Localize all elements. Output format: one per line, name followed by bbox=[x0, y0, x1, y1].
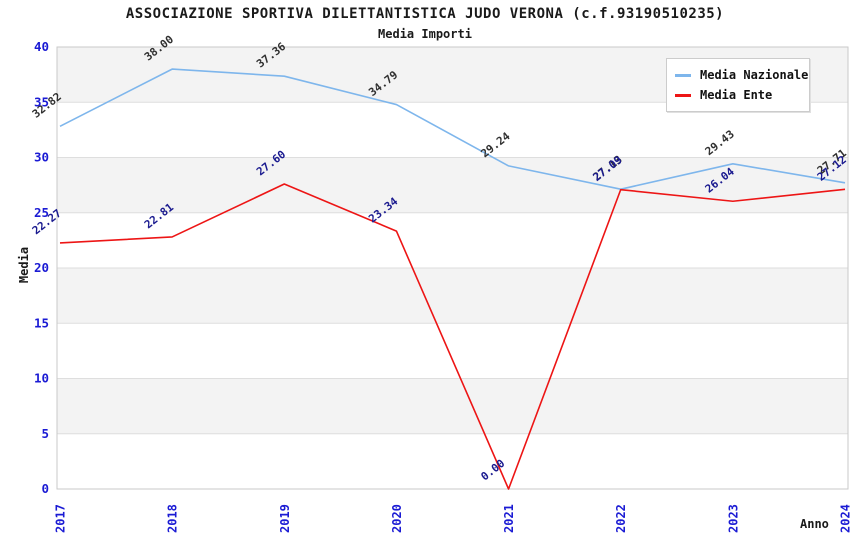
legend-item-ente: Media Ente bbox=[675, 85, 801, 105]
legend: Media Nazionale Media Ente bbox=[666, 58, 810, 112]
y-tick-label: 10 bbox=[34, 371, 49, 386]
series-line-nazionale bbox=[59, 68, 846, 191]
x-tick-label: 2024 bbox=[839, 504, 850, 533]
x-tick-label: 2018 bbox=[166, 504, 180, 533]
y-tick-label: 25 bbox=[34, 205, 49, 220]
y-tick-label: 0 bbox=[41, 481, 49, 496]
chart-subtitle: Media Importi bbox=[378, 27, 472, 41]
background-band bbox=[57, 268, 848, 324]
data-label: 0.00 bbox=[478, 457, 507, 484]
y-tick-label: 20 bbox=[34, 260, 49, 275]
background-band bbox=[57, 378, 848, 434]
plot-border bbox=[56, 46, 849, 490]
y-tick-label: 15 bbox=[34, 315, 49, 330]
y-tick-label: 35 bbox=[34, 94, 49, 109]
y-tick-label: 5 bbox=[41, 426, 49, 441]
ente-line-swatch bbox=[675, 93, 691, 97]
y-axis-title: Media bbox=[17, 246, 31, 284]
data-label: 29.43 bbox=[703, 128, 737, 159]
chart-title: ASSOCIAZIONE SPORTIVA DILETTANTISTICA JU… bbox=[125, 6, 725, 22]
x-tick-label: 2020 bbox=[390, 504, 404, 533]
y-tick-label: 30 bbox=[34, 150, 49, 165]
x-tick-label: 2021 bbox=[502, 504, 516, 533]
x-tick-label: 2017 bbox=[54, 504, 68, 533]
x-tick-label: 2022 bbox=[614, 504, 628, 533]
x-tick-label: 2019 bbox=[278, 504, 292, 533]
x-tick-label: 2023 bbox=[726, 504, 740, 533]
y-tick-label: 40 bbox=[34, 39, 49, 54]
nazionale-line-swatch bbox=[675, 73, 691, 77]
series-line-ente bbox=[59, 183, 846, 490]
x-axis-title: Anno bbox=[800, 517, 829, 531]
data-label: 29.24 bbox=[478, 129, 512, 160]
legend-label-nazionale: Media Nazionale bbox=[700, 68, 809, 82]
legend-label-ente: Media Ente bbox=[700, 88, 773, 102]
background-band bbox=[57, 157, 848, 213]
legend-item-nazionale: Media Nazionale bbox=[675, 65, 808, 85]
